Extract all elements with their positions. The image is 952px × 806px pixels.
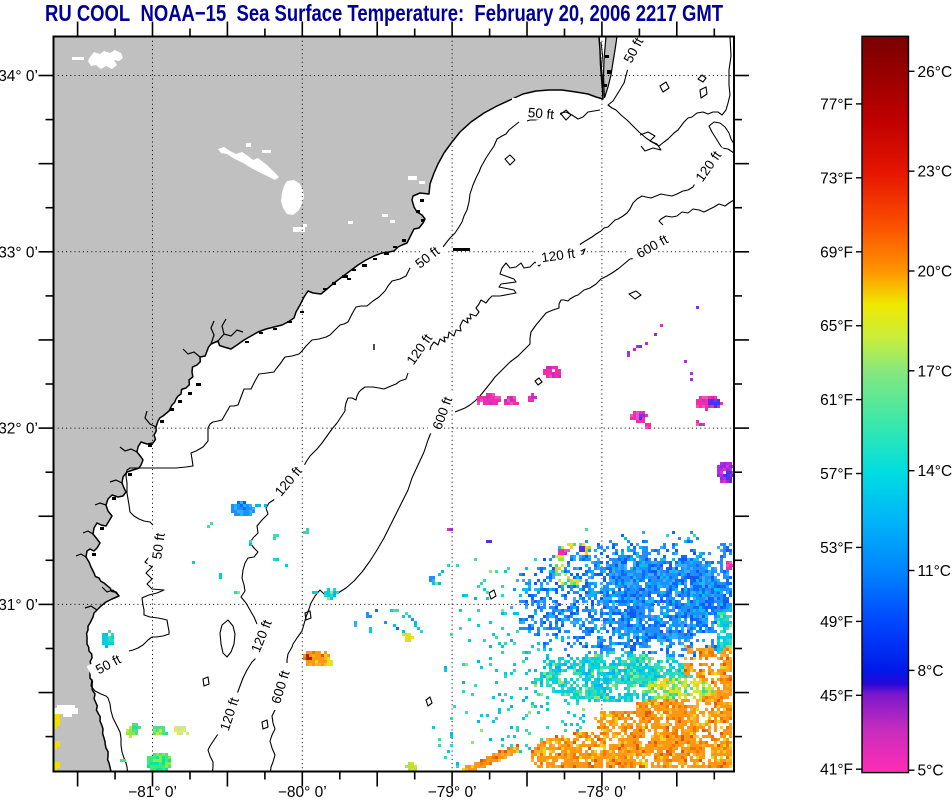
svg-text:45°F: 45°F bbox=[820, 688, 853, 705]
svg-text:RU COOL NOAA−15 Sea Surface: RU COOL NOAA−15 Sea Surface Temperature:… bbox=[45, 0, 723, 26]
svg-text:33° 0’: 33° 0’ bbox=[0, 244, 38, 261]
svg-text:49°F: 49°F bbox=[820, 614, 853, 631]
svg-text:14°C: 14°C bbox=[918, 463, 952, 480]
svg-text:11°C: 11°C bbox=[918, 563, 951, 580]
svg-text:−80° 0’: −80° 0’ bbox=[278, 784, 327, 801]
svg-text:26°C: 26°C bbox=[918, 64, 952, 81]
svg-text:−78° 0’: −78° 0’ bbox=[577, 784, 626, 801]
svg-text:69°F: 69°F bbox=[820, 244, 853, 261]
svg-text:61°F: 61°F bbox=[820, 392, 853, 409]
svg-text:−81° 0’: −81° 0’ bbox=[128, 784, 177, 801]
svg-text:53°F: 53°F bbox=[820, 540, 853, 557]
svg-text:65°F: 65°F bbox=[820, 318, 853, 335]
svg-text:77°F: 77°F bbox=[820, 96, 853, 113]
svg-text:50 ft: 50 ft bbox=[527, 105, 555, 122]
svg-text:34° 0’: 34° 0’ bbox=[0, 68, 38, 85]
svg-text:17°C: 17°C bbox=[918, 363, 952, 380]
svg-text:57°F: 57°F bbox=[820, 466, 853, 483]
svg-text:−79° 0’: −79° 0’ bbox=[428, 784, 477, 801]
svg-text:5°C: 5°C bbox=[918, 763, 944, 780]
svg-text:73°F: 73°F bbox=[820, 170, 853, 187]
svg-text:8°C: 8°C bbox=[918, 663, 944, 680]
svg-text:41°F: 41°F bbox=[820, 762, 853, 779]
svg-text:20°C: 20°C bbox=[918, 264, 952, 281]
svg-text:32° 0’: 32° 0’ bbox=[0, 421, 38, 438]
svg-text:31° 0’: 31° 0’ bbox=[0, 597, 38, 614]
svg-text:23°C: 23°C bbox=[918, 164, 952, 181]
